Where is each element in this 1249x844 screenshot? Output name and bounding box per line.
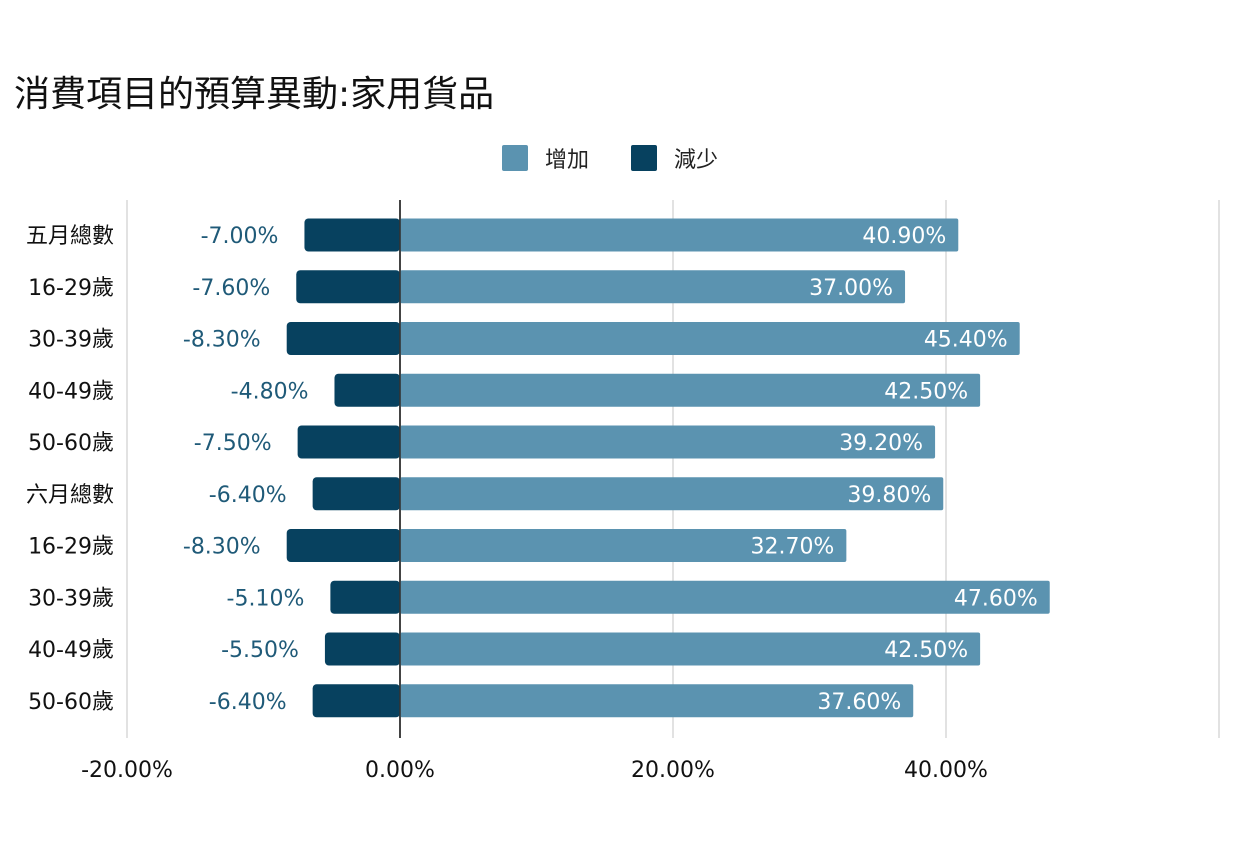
data-label-decrease: -4.80% [231,379,309,404]
data-label-decrease: -8.30% [183,535,261,560]
data-label-increase: 39.80% [847,483,931,508]
data-label-decrease: -6.40% [209,483,287,508]
legend-swatch-increase [502,145,528,171]
legend: 增加 減少 [502,145,718,173]
category-label: 50-60歲 [28,690,114,715]
category-label: 六月總數 [26,483,114,508]
category-label: 五月總數 [26,224,114,249]
bar-decrease [296,270,400,304]
data-label-decrease: -5.50% [221,638,299,663]
bar-decrease [286,322,400,355]
category-label: 40-49歲 [28,379,114,404]
bar-increase [400,270,906,304]
x-tick-label: 20.00% [631,758,715,783]
data-label-increase: 42.50% [884,638,968,663]
data-label-decrease: -5.10% [227,586,305,611]
data-label-increase: 45.40% [924,328,1008,353]
bar-increase [400,477,944,511]
bar-decrease [304,218,400,252]
data-label-decrease: -6.40% [209,690,287,715]
legend-label-decrease: 減少 [674,148,718,173]
data-label-decrease: -7.50% [194,431,272,456]
bar-increase [400,529,847,562]
chart-title: 消費項目的預算異動:家用貨品 [14,74,494,115]
bar-increase [400,373,981,407]
category-label: 16-29歲 [28,276,114,301]
data-label-decrease: -7.60% [192,276,270,301]
category-label: 40-49歲 [28,638,114,663]
data-labels: -7.00% 40.90% -7.60% 37.00% -8.30% 45.40% -4.8… [183,224,1038,715]
legend-label-increase: 增加 [545,148,589,173]
bar-decrease [297,425,400,459]
bar-increase [400,684,914,718]
bar-increase [400,322,1020,355]
bar-decrease [286,529,400,562]
category-label: 30-39歲 [28,328,114,353]
data-label-increase: 42.50% [884,379,968,404]
bar-increase [400,218,959,252]
data-label-increase: 47.60% [954,586,1038,611]
bar-increase [400,632,981,666]
bar-increase [400,580,1050,614]
data-label-increase: 39.20% [839,431,923,456]
data-label-decrease: -8.30% [183,328,261,353]
bar-decrease [312,477,400,511]
category-label: 16-29歲 [28,535,114,560]
data-label-increase: 32.70% [750,535,834,560]
category-label: 30-39歲 [28,586,114,611]
legend-swatch-decrease [631,145,657,171]
bars [286,218,1050,718]
data-label-increase: 37.00% [809,276,893,301]
x-tick-label: 40.00% [904,758,988,783]
bar-decrease [312,684,400,718]
x-tick-label: 0.00% [365,758,435,783]
x-tick-labels: -20.00% 0.00% 20.00% 40.00% [81,758,988,783]
data-label-increase: 40.90% [862,224,946,249]
data-label-increase: 37.60% [817,690,901,715]
data-label-decrease: -7.00% [201,224,279,249]
bar-increase [400,425,936,459]
x-tick-label: -20.00% [81,758,173,783]
bar-decrease [330,580,400,614]
category-label: 50-60歲 [28,431,114,456]
bar-decrease [334,373,400,407]
bar-decrease [324,632,400,666]
